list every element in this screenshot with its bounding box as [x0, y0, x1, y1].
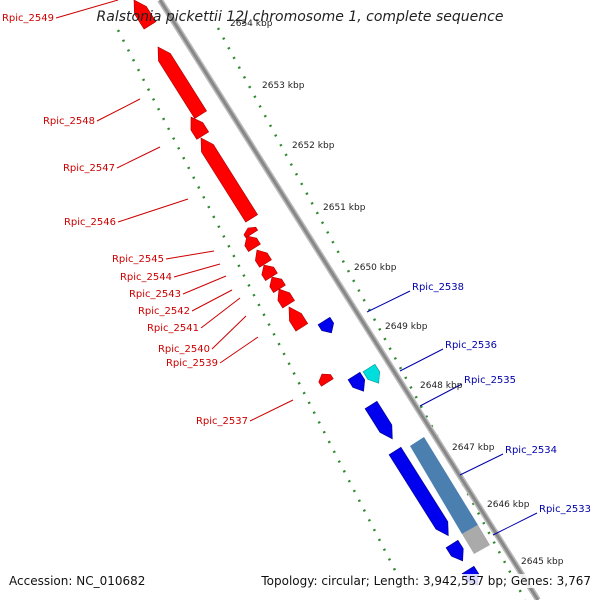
leader-line [366, 290, 411, 313]
reverse-gene-label: Rpic_2542 [138, 306, 190, 317]
reverse-gene-arrow [318, 373, 334, 387]
tick-label: 2652 kbp [292, 141, 335, 151]
reverse-gene-label: Rpic_2545 [112, 254, 164, 265]
reverse-gene-arrow [190, 116, 210, 140]
forward-gene-arrow [364, 400, 393, 440]
forward-gene-label: Rpic_2538 [412, 282, 464, 293]
reverse-gene-arrow [277, 288, 295, 309]
inner-guide-line [116, 29, 402, 581]
leader-line [459, 453, 504, 476]
reverse-gene-arrow [133, 0, 157, 30]
reverse-gene-label: Rpic_2547 [63, 163, 115, 174]
reverse-gene-label: Rpic_2543 [129, 289, 181, 300]
reverse-gene-arrow [261, 264, 278, 281]
reverse-gene-arrow [288, 306, 309, 332]
forward-gene-arrow [388, 446, 449, 537]
reverse-gene-label: Rpic_2544 [120, 272, 172, 283]
forward-gene-arrow [347, 371, 366, 392]
chromosome-backbone [158, 0, 540, 600]
tick-label: 2649 kbp [385, 322, 428, 332]
leader-line [173, 263, 221, 278]
reverse-gene-label: Rpic_2546 [64, 217, 116, 228]
leader-line [96, 98, 141, 122]
accession-label: Accession: NC_010682 [9, 574, 146, 588]
leader-line [182, 275, 227, 295]
forward-gene-label: Rpic_2536 [445, 340, 497, 351]
tick-label: 2648 kbp [420, 381, 463, 391]
leader-line [219, 336, 259, 364]
leader-line [399, 348, 444, 372]
leader-line [165, 250, 215, 260]
genome-summary: Topology: circular; Length: 3,942,557 bp… [261, 574, 591, 588]
leader-line [419, 383, 463, 407]
leader-line [211, 315, 247, 350]
tick-label: 2654 kbp [230, 19, 273, 29]
reverse-gene-label: Rpic_2540 [158, 344, 210, 355]
reverse-gene-arrow [200, 137, 258, 223]
tick-label: 2651 kbp [323, 203, 366, 213]
tick-label: 2646 kbp [487, 500, 530, 510]
forward-gene-label: Rpic_2533 [539, 504, 591, 515]
forward-gene-arrow [317, 316, 334, 334]
map-title: Ralstonia pickettii 12J chromosome 1, co… [96, 9, 504, 25]
tick-label: 2650 kbp [354, 263, 397, 273]
reverse-gene-label: Rpic_2539 [166, 358, 218, 369]
reverse-gene-arrow [243, 226, 259, 239]
reverse-gene-label: Rpic_2549 [2, 13, 54, 24]
forward-gene-arrow-cyan [362, 363, 381, 384]
reverse-gene-arrow [157, 46, 207, 119]
leader-line [200, 297, 241, 329]
tick-label: 2653 kbp [262, 81, 305, 91]
forward-gene-label: Rpic_2535 [464, 375, 516, 386]
reverse-gene-label: Rpic_2537 [196, 416, 248, 427]
reverse-gene-label: Rpic_2548 [43, 116, 95, 127]
reverse-gene-arrow [269, 276, 286, 293]
tick-label: 2647 kbp [452, 443, 495, 453]
reverse-gene-arrow [255, 249, 272, 268]
leader-line [55, 0, 119, 19]
forward-gene-label: Rpic_2534 [505, 445, 557, 456]
leader-line [116, 146, 161, 169]
tick-label: 2645 kbp [521, 557, 564, 567]
leader-line [191, 289, 233, 312]
leader-line [249, 399, 294, 422]
reverse-gene-label: Rpic_2541 [147, 323, 199, 334]
leader-line [117, 198, 189, 223]
operon-band-gray [462, 525, 490, 554]
operon-band [410, 437, 478, 534]
outer-guide-line [216, 27, 527, 600]
leader-line [492, 512, 538, 536]
forward-gene-arrow [445, 539, 464, 562]
reverse-gene-arrow [244, 235, 261, 252]
